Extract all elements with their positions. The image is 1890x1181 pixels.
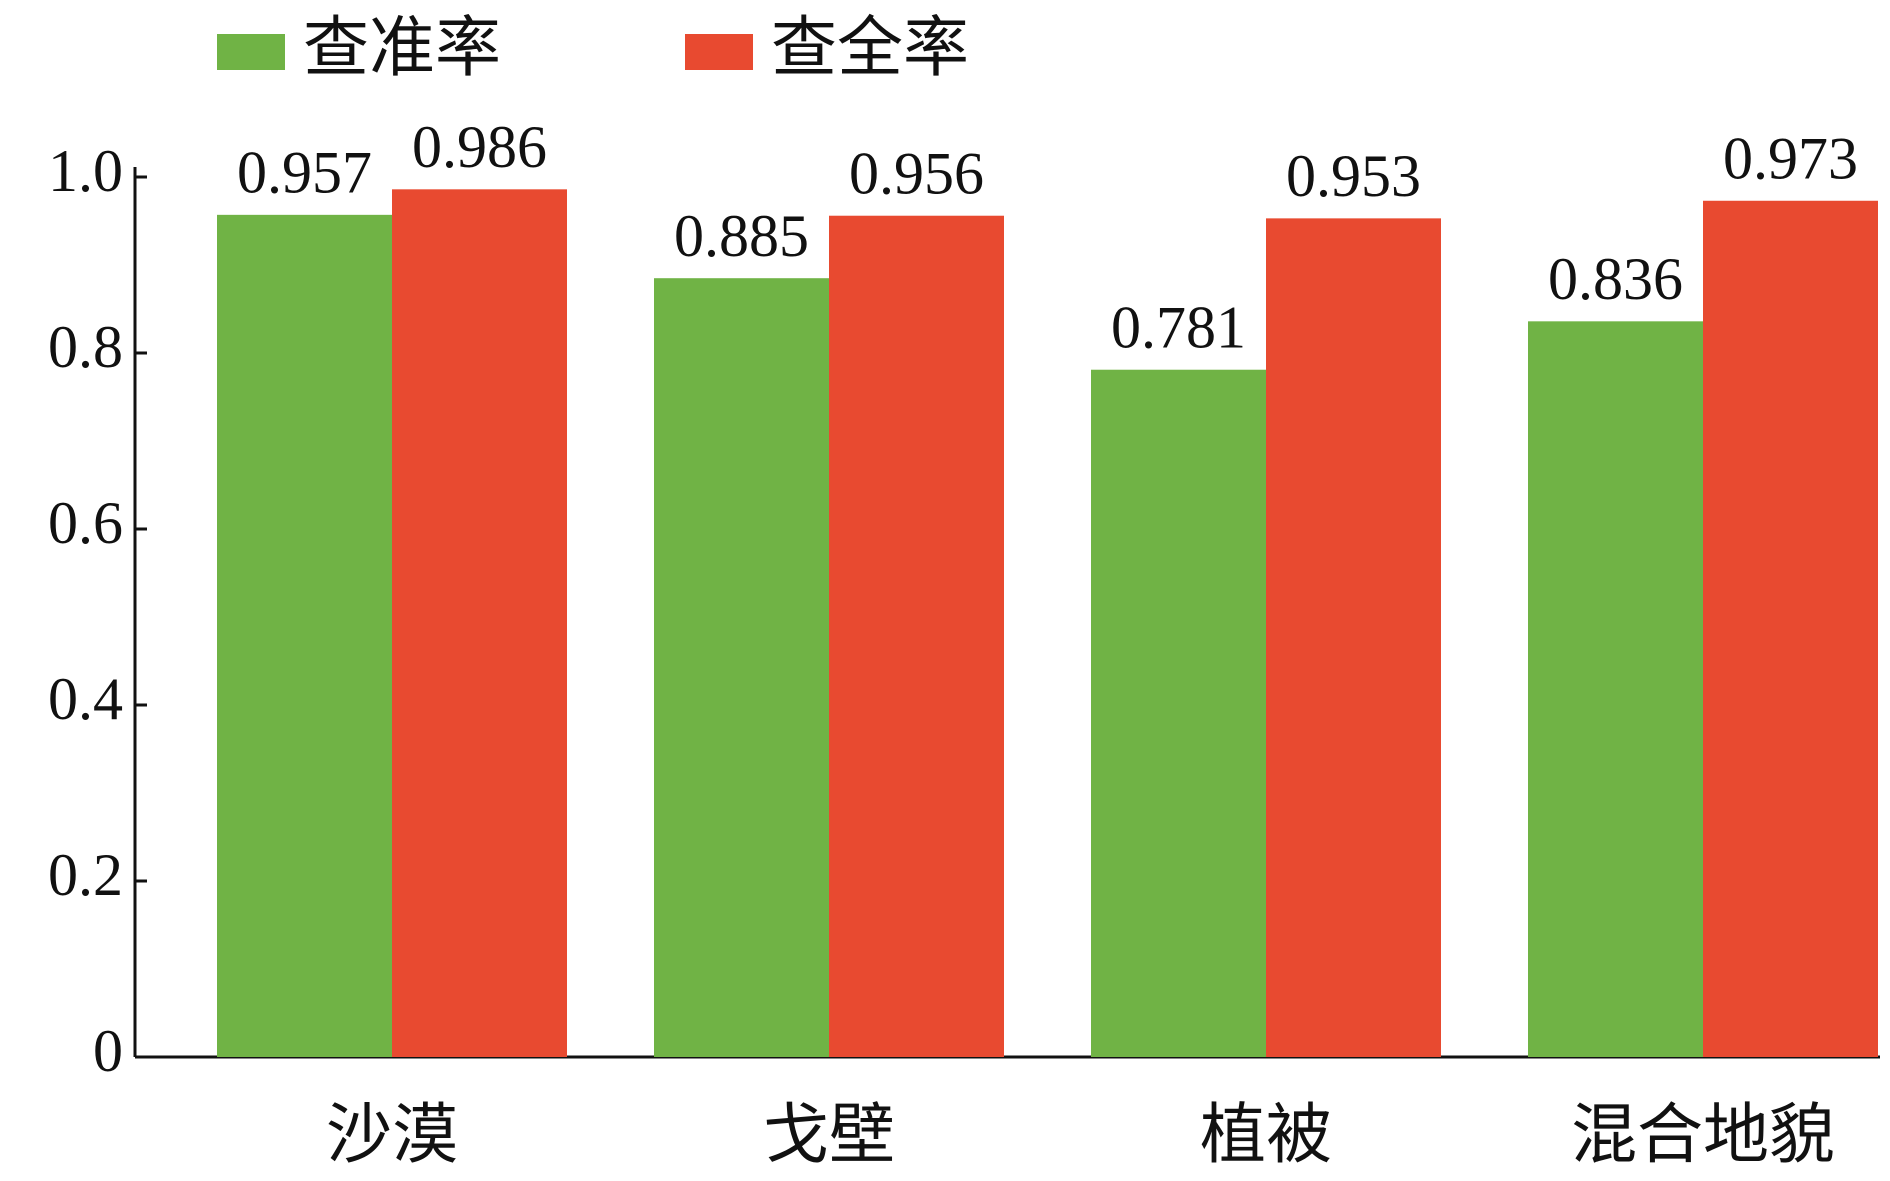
- x-tick-label: 戈壁: [763, 1096, 895, 1173]
- y-tick-label: 0.8: [48, 314, 123, 380]
- data-label: 0.885: [674, 203, 809, 269]
- x-tick-label: 混合地貌: [1571, 1096, 1835, 1173]
- bar: [829, 215, 1004, 1058]
- y-tick-label: 1.0: [48, 138, 123, 204]
- x-tick-label: 植被: [1200, 1096, 1332, 1173]
- bar: [392, 189, 567, 1057]
- bar: [1266, 218, 1441, 1058]
- bar: [1703, 200, 1878, 1057]
- y-tick-label: 0.2: [48, 842, 123, 908]
- legend-label: 查准率: [303, 9, 501, 86]
- y-tick-label: 0: [93, 1018, 123, 1084]
- legend-swatch: [217, 34, 285, 70]
- legend-label: 查全率: [771, 9, 969, 86]
- x-tick-label: 沙漠: [326, 1096, 458, 1173]
- data-label: 0.973: [1723, 126, 1858, 192]
- bar: [217, 214, 392, 1058]
- data-label: 0.836: [1548, 246, 1683, 312]
- bar: [654, 278, 829, 1057]
- data-label: 0.957: [237, 140, 372, 206]
- data-label: 0.986: [412, 114, 547, 180]
- y-tick-label: 0.4: [48, 666, 123, 732]
- y-tick-label: 0.6: [48, 490, 123, 556]
- legend-swatch: [685, 34, 753, 70]
- data-label: 0.781: [1111, 294, 1246, 360]
- bar: [1528, 321, 1703, 1057]
- bar: [1091, 369, 1266, 1058]
- data-label: 0.956: [849, 140, 984, 206]
- data-label: 0.953: [1286, 143, 1421, 209]
